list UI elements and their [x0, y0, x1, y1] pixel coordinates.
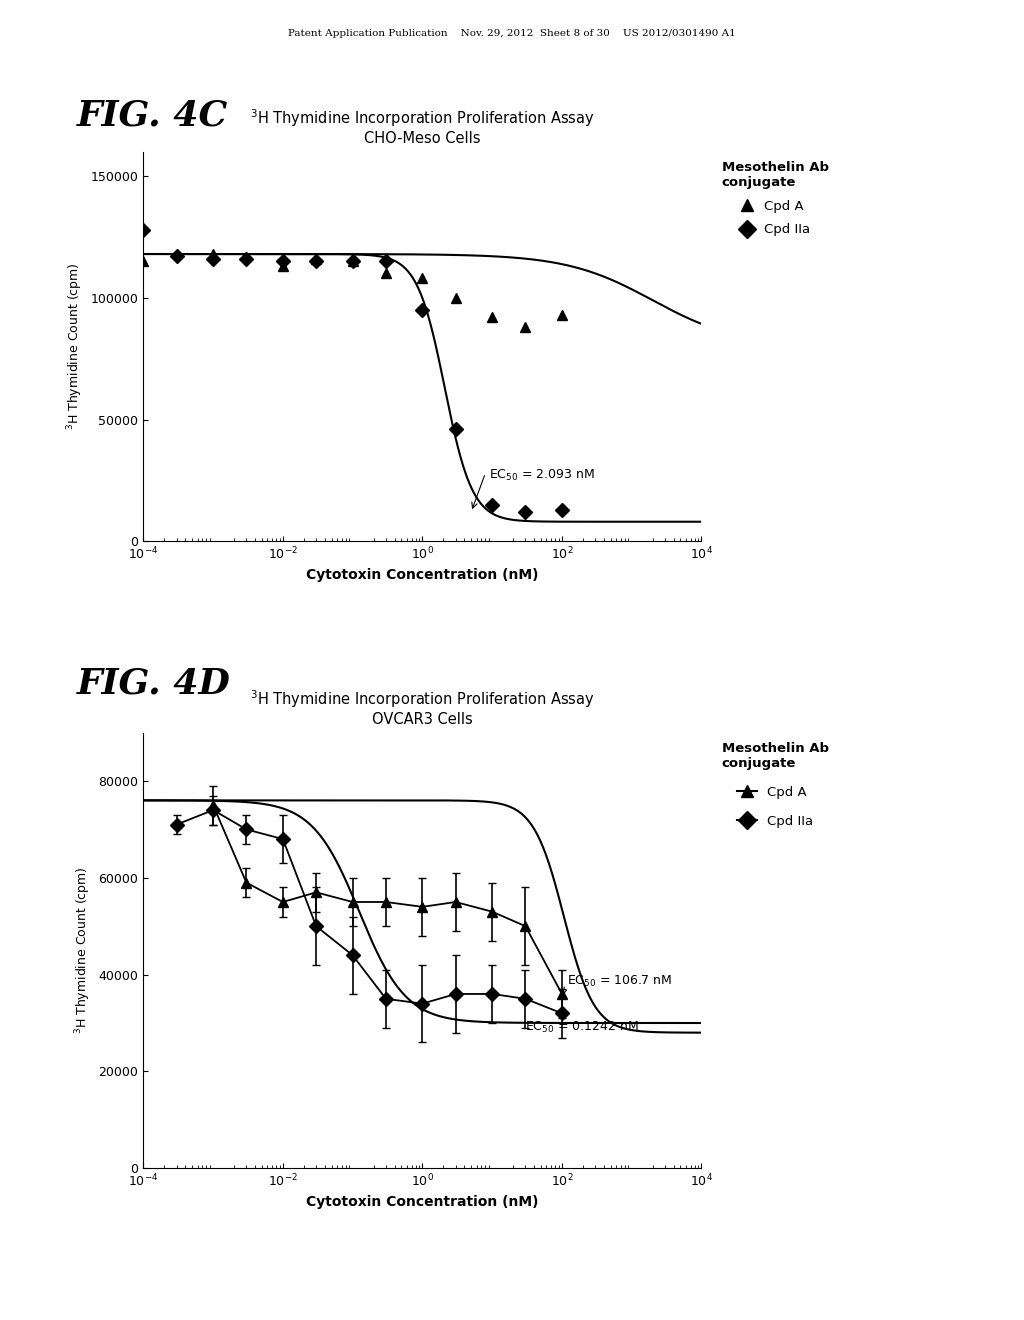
Title: $^{3}$H Thymidine Incorporation Proliferation Assay
CHO-Meso Cells: $^{3}$H Thymidine Incorporation Prolifer…	[250, 107, 595, 147]
X-axis label: Cytotoxin Concentration (nM): Cytotoxin Concentration (nM)	[306, 1195, 539, 1209]
Text: FIG. 4D: FIG. 4D	[77, 667, 230, 701]
Text: FIG. 4C: FIG. 4C	[77, 99, 228, 133]
Text: EC$_{50}$ = 0.1242 nM: EC$_{50}$ = 0.1242 nM	[525, 1020, 639, 1035]
Y-axis label: $^{3}$H Thymidine Count (cpm): $^{3}$H Thymidine Count (cpm)	[66, 263, 85, 430]
Text: EC$_{50}$ = 2.093 nM: EC$_{50}$ = 2.093 nM	[489, 467, 595, 483]
Title: $^{3}$H Thymidine Incorporation Proliferation Assay
OVCAR3 Cells: $^{3}$H Thymidine Incorporation Prolifer…	[250, 688, 595, 727]
Legend: Cpd A, Cpd IIa: Cpd A, Cpd IIa	[719, 158, 831, 239]
X-axis label: Cytotoxin Concentration (nM): Cytotoxin Concentration (nM)	[306, 568, 539, 582]
Y-axis label: $^{3}$H Thymidine Count (cpm): $^{3}$H Thymidine Count (cpm)	[74, 866, 93, 1035]
Legend: Cpd A, Cpd IIa: Cpd A, Cpd IIa	[719, 739, 831, 830]
Text: Patent Application Publication    Nov. 29, 2012  Sheet 8 of 30    US 2012/030149: Patent Application Publication Nov. 29, …	[288, 29, 736, 38]
Text: EC$_{50}$ = 106.7 nM: EC$_{50}$ = 106.7 nM	[567, 974, 673, 990]
